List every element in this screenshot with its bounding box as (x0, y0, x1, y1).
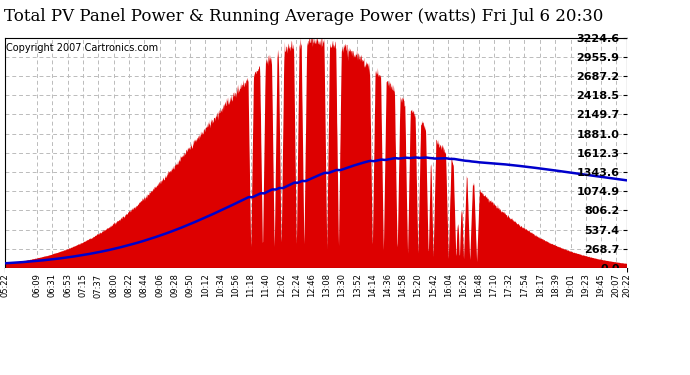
Text: Copyright 2007 Cartronics.com: Copyright 2007 Cartronics.com (6, 43, 157, 53)
Text: 17:10: 17:10 (489, 273, 498, 297)
Text: 14:14: 14:14 (368, 273, 377, 297)
Text: 06:53: 06:53 (63, 273, 72, 297)
Text: 08:00: 08:00 (110, 273, 119, 297)
Text: 10:12: 10:12 (201, 273, 210, 297)
Text: 13:30: 13:30 (337, 273, 346, 297)
Text: 06:31: 06:31 (48, 273, 57, 297)
Text: Total PV Panel Power & Running Average Power (watts) Fri Jul 6 20:30: Total PV Panel Power & Running Average P… (4, 8, 603, 25)
Text: 12:46: 12:46 (307, 273, 316, 297)
Text: 12:24: 12:24 (292, 273, 301, 297)
Text: 16:26: 16:26 (459, 273, 468, 297)
Text: 20:07: 20:07 (611, 273, 621, 297)
Text: 13:08: 13:08 (322, 273, 331, 297)
Text: 08:22: 08:22 (125, 273, 134, 297)
Text: 06:09: 06:09 (33, 273, 42, 297)
Text: 09:50: 09:50 (186, 273, 195, 297)
Text: 08:44: 08:44 (140, 273, 149, 297)
Text: 07:15: 07:15 (79, 273, 88, 297)
Text: 17:32: 17:32 (504, 273, 513, 297)
Text: 09:28: 09:28 (170, 273, 179, 297)
Text: 11:40: 11:40 (262, 273, 270, 297)
Text: 20:22: 20:22 (622, 273, 631, 297)
Text: 14:58: 14:58 (398, 273, 407, 297)
Text: 19:45: 19:45 (596, 273, 605, 297)
Text: 19:01: 19:01 (566, 273, 575, 297)
Text: 10:56: 10:56 (231, 273, 240, 297)
Text: 07:37: 07:37 (94, 273, 103, 298)
Text: 11:18: 11:18 (246, 273, 255, 297)
Text: 18:39: 18:39 (551, 273, 560, 297)
Text: 05:22: 05:22 (0, 273, 10, 297)
Text: 15:42: 15:42 (428, 273, 437, 297)
Text: 09:06: 09:06 (155, 273, 164, 297)
Text: 19:23: 19:23 (581, 273, 590, 297)
Text: 16:04: 16:04 (444, 273, 453, 297)
Text: 16:48: 16:48 (474, 273, 483, 297)
Text: 12:02: 12:02 (277, 273, 286, 297)
Text: 13:52: 13:52 (353, 273, 362, 297)
Text: 18:17: 18:17 (535, 273, 544, 297)
Text: 15:20: 15:20 (413, 273, 422, 297)
Text: 17:54: 17:54 (520, 273, 529, 297)
Text: 10:34: 10:34 (216, 273, 225, 297)
Text: 14:36: 14:36 (383, 273, 392, 297)
